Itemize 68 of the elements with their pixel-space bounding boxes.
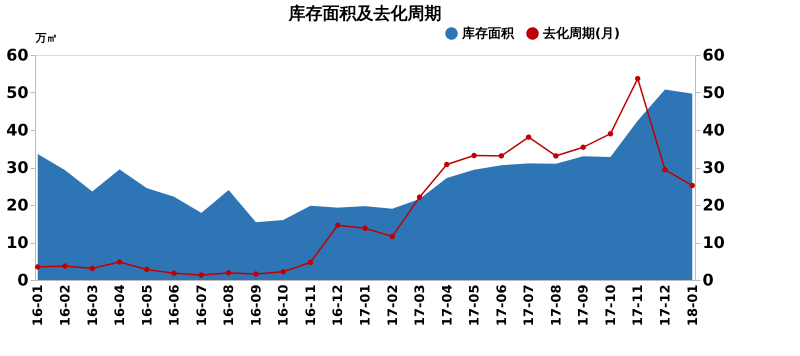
point <box>471 152 477 158</box>
y-tick-label: 40 <box>6 120 28 140</box>
point <box>416 194 422 200</box>
y-tick-label: 60 <box>6 46 28 64</box>
legend-label: 去化周期(月) <box>542 26 620 42</box>
y-tick-label: 10 <box>6 233 28 252</box>
x-tick-label: 17-03 <box>413 284 428 326</box>
point <box>634 76 640 82</box>
x-tick-label: 17-10 <box>604 284 619 326</box>
x-tick-label: 17-02 <box>386 284 401 326</box>
x-tick-label: 16-04 <box>113 284 128 326</box>
x-tick-label: 17-07 <box>522 284 538 326</box>
point <box>608 131 614 136</box>
point <box>144 266 150 272</box>
x-tick-label: 16-09 <box>249 284 264 326</box>
y2-tick-label: 0 <box>702 270 714 290</box>
x-tick-label: 16-03 <box>86 284 101 326</box>
x-tick-label: 16-06 <box>168 284 183 326</box>
x-tick-label: 16-08 <box>222 284 238 326</box>
point <box>62 263 68 269</box>
chart-title: 库存面积及去化周期 <box>288 4 442 24</box>
x-tick-label: 17-11 <box>631 284 646 326</box>
point <box>253 271 259 277</box>
point <box>34 264 40 270</box>
y-tick-label: 0 <box>17 270 28 290</box>
point <box>662 167 668 172</box>
x-tick-label: 17-08 <box>549 284 564 326</box>
y2-tick-label: 60 <box>702 46 725 64</box>
point <box>116 259 122 265</box>
point <box>90 266 96 272</box>
point <box>171 270 177 276</box>
point <box>390 234 396 240</box>
x-tick-label: 17-06 <box>494 284 510 326</box>
y-tick-label: 50 <box>6 83 28 102</box>
x-tick-label: 16-05 <box>140 284 156 326</box>
x-tick-label: 16-11 <box>304 284 319 326</box>
y-axis-title: 万㎡ <box>34 32 58 44</box>
point <box>226 270 232 276</box>
point <box>553 153 559 159</box>
y-tick-label: 30 <box>6 158 28 177</box>
point <box>526 134 532 140</box>
y2-tick-label: 40 <box>702 120 725 140</box>
legend-label: 库存面积 <box>461 26 515 42</box>
point <box>280 269 286 274</box>
y-tick-label: 20 <box>6 196 28 214</box>
point <box>308 260 314 266</box>
x-tick-label: 16-10 <box>276 284 292 326</box>
point <box>498 153 504 159</box>
y2-tick-label: 10 <box>702 233 725 252</box>
point <box>690 182 696 188</box>
x-tick-label: 17-01 <box>358 284 374 326</box>
x-tick-label: 18-01 <box>686 284 701 326</box>
x-tick-label: 16-02 <box>58 284 74 326</box>
point <box>198 272 204 278</box>
x-tick-label: 16-12 <box>331 284 346 326</box>
y2-tick-label: 30 <box>702 158 725 177</box>
x-tick-label: 16-01 <box>31 284 46 326</box>
y2-tick-label: 50 <box>702 83 725 102</box>
point <box>580 144 586 150</box>
x-tick-label: 16-07 <box>194 284 210 326</box>
point <box>444 162 450 168</box>
y2-tick-label: 20 <box>702 196 725 214</box>
x-tick-label: 17-05 <box>468 284 483 326</box>
x-tick-label: 17-12 <box>658 284 674 326</box>
x-tick-label: 17-04 <box>440 284 456 326</box>
x-tick-label: 17-09 <box>576 284 592 326</box>
point <box>362 226 368 231</box>
point <box>334 222 340 228</box>
